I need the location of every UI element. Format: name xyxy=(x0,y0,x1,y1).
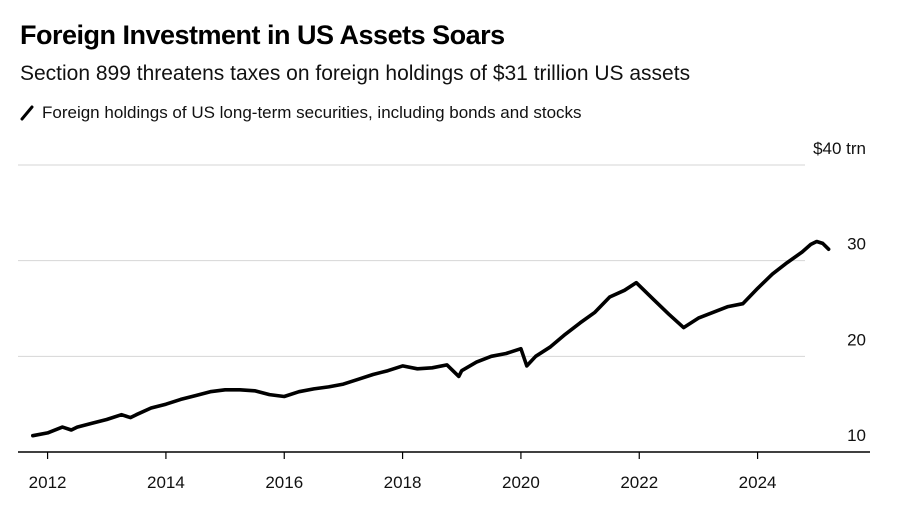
y-tick-label-30: 30 xyxy=(847,235,866,254)
y-tick-label-10: 10 xyxy=(847,426,866,445)
x-axis-ticks: 2012 2014 2016 2018 2020 2022 2024 xyxy=(29,452,777,492)
x-tick-label-2020: 2020 xyxy=(502,473,540,492)
legend: Foreign holdings of US long-term securit… xyxy=(20,101,582,125)
y-tick-label-20: 20 xyxy=(847,330,866,349)
series-line-0 xyxy=(30,239,831,438)
x-tick-label-2016: 2016 xyxy=(265,473,303,492)
grid-lines xyxy=(18,164,870,453)
x-tick-label-2012: 2012 xyxy=(29,473,67,492)
chart-title: Foreign Investment in US Assets Soars xyxy=(20,20,505,50)
x-tick-label-2014: 2014 xyxy=(147,473,185,492)
x-tick-label-2018: 2018 xyxy=(384,473,422,492)
x-tick-label-2022: 2022 xyxy=(620,473,658,492)
legend-line-swatch xyxy=(20,105,34,121)
y-axis-ticks: $40 trn 30 20 10 xyxy=(813,139,866,445)
series-layer xyxy=(30,239,831,438)
x-tick-label-2024: 2024 xyxy=(739,473,777,492)
y-tick-label-40: $40 trn xyxy=(813,139,866,158)
chart-subtitle: Section 899 threatens taxes on foreign h… xyxy=(20,62,691,85)
legend-series-label: Foreign holdings of US long-term securit… xyxy=(42,103,582,122)
